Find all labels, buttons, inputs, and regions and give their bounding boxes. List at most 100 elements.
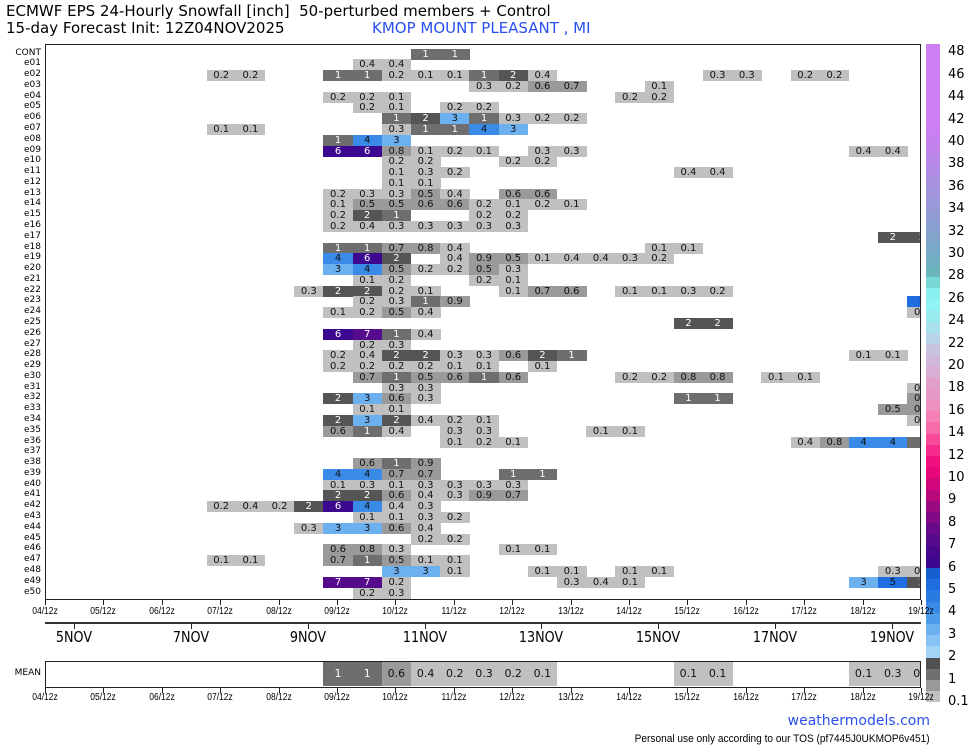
row-label: e40 (24, 478, 41, 489)
cell-value: 0.1 (476, 361, 492, 373)
x-tick (278, 600, 280, 605)
heatmap-cell (440, 361, 470, 373)
cell-value: 0.1 (563, 565, 580, 577)
cell-value: 0.5 (914, 404, 921, 416)
cell-value: 1 (334, 242, 342, 254)
heatmap-cell (673, 393, 704, 405)
heatmap-cell (469, 102, 500, 114)
heatmap-cell (323, 145, 354, 157)
cell-value: 0.1 (446, 565, 463, 577)
heatmap-cell (440, 253, 470, 265)
cell-value: 0.4 (417, 490, 434, 502)
heatmap-cell (907, 576, 920, 588)
colorbar-label: 20 (948, 358, 965, 373)
heatmap-cell (381, 188, 412, 200)
colorbar-swatch (926, 74, 940, 87)
heatmap-cell (235, 501, 266, 513)
cell-value: 0.3 (388, 220, 405, 232)
colorbar-swatch (926, 455, 940, 468)
cell-value: 0.3 (476, 425, 492, 437)
row-label: e48 (24, 564, 41, 575)
cell-value: 0.3 (476, 220, 492, 232)
heatmap-cell (381, 296, 412, 308)
heatmap-cell (381, 468, 412, 480)
colorbar-label: 1 (948, 671, 957, 687)
heatmap-cell (440, 490, 470, 502)
cell-value: 2 (539, 350, 546, 362)
heatmap-cell (527, 145, 558, 157)
brand-link[interactable]: weathermodels.com (787, 713, 930, 729)
heatmap-cell (381, 479, 412, 491)
x-tick (161, 600, 163, 605)
cell-value: 0.2 (446, 102, 463, 114)
date-axis (45, 622, 921, 624)
cell-value: 2 (334, 285, 342, 297)
x-tick-label: 19/12z (908, 692, 934, 703)
cell-value: 0.1 (242, 555, 259, 567)
row-label: e04 (24, 90, 41, 101)
heatmap-cell (411, 188, 441, 200)
cell-value: 0.1 (213, 555, 230, 567)
cell-value: 0.6 (446, 199, 463, 211)
heatmap-cell (352, 188, 383, 200)
heatmap-cell (352, 404, 383, 416)
colorbar-label: 40 (948, 134, 965, 149)
row-label: e36 (24, 435, 41, 446)
cell-value: 0.1 (388, 167, 405, 179)
cell-value: 0.3 (914, 565, 921, 577)
heatmap-cell (527, 565, 558, 577)
heatmap-cell (440, 188, 470, 200)
heatmap-cell (381, 285, 412, 297)
colorbar-swatch (926, 466, 940, 479)
cell-value: 1 (451, 123, 458, 135)
x-tick (687, 600, 689, 605)
cell-value: 1 (364, 70, 371, 82)
heatmap-cell (411, 361, 441, 373)
heatmap-cell (849, 350, 879, 362)
x-tick-label: 14/12z (616, 692, 642, 703)
row-label: e25 (24, 317, 41, 327)
cell-value: 0.2 (651, 371, 668, 383)
heatmap-cell (907, 565, 920, 577)
cell-value: 0.2 (651, 91, 668, 103)
row-label: e32 (24, 392, 41, 403)
x-tick-label: 10/12z (382, 606, 409, 617)
heatmap-cell (294, 501, 324, 513)
cell-value: 0.2 (359, 307, 376, 319)
x-tick-label: 11/12z (441, 692, 467, 703)
cell-value: 1 (364, 242, 371, 254)
x-tick-label: 06/12z (149, 692, 175, 703)
cell-value: 0.4 (359, 220, 376, 232)
heatmap-cell (352, 220, 383, 232)
row-label: e08 (24, 133, 41, 144)
x-tick (278, 688, 280, 693)
cell-value: 0.1 (622, 285, 638, 297)
heatmap-cell (352, 102, 383, 114)
row-label: e19 (24, 252, 41, 263)
heatmap-cell (381, 102, 412, 114)
colorbar-swatch (926, 668, 940, 681)
heatmap-cell (907, 307, 920, 319)
heatmap-cell (323, 544, 354, 556)
colorbar-label: 10 (948, 470, 965, 485)
colorbar-label: 5 (948, 582, 957, 597)
colorbar-swatch (926, 242, 940, 255)
cell-value: 6 (364, 145, 371, 157)
colorbar-label: 48 (948, 44, 965, 60)
cell-value: 0.4 (592, 576, 609, 588)
heatmap-cell (440, 555, 470, 567)
cell-value: 0.6 (388, 393, 405, 405)
heatmap-cell (644, 91, 675, 103)
cell-value: 0.3 (388, 339, 405, 351)
row-label: e09 (24, 144, 41, 155)
cell-value: 0.7 (505, 490, 522, 502)
colorbar-label: 42 (948, 111, 965, 127)
cell-value: 0.6 (446, 371, 463, 383)
heatmap-cell (527, 350, 558, 362)
mean-heatmap: 1 1 0.6 0.4 0.2 0.3 0.2 0.1 0.1 0.1 0.1 0.3 0.2 (45, 661, 921, 688)
colorbar-swatch (926, 254, 940, 266)
date-label: 7NOV (172, 628, 210, 646)
cell-value: 3 (334, 522, 342, 534)
heatmap-cell (819, 70, 850, 82)
heatmap-cell (381, 113, 412, 125)
